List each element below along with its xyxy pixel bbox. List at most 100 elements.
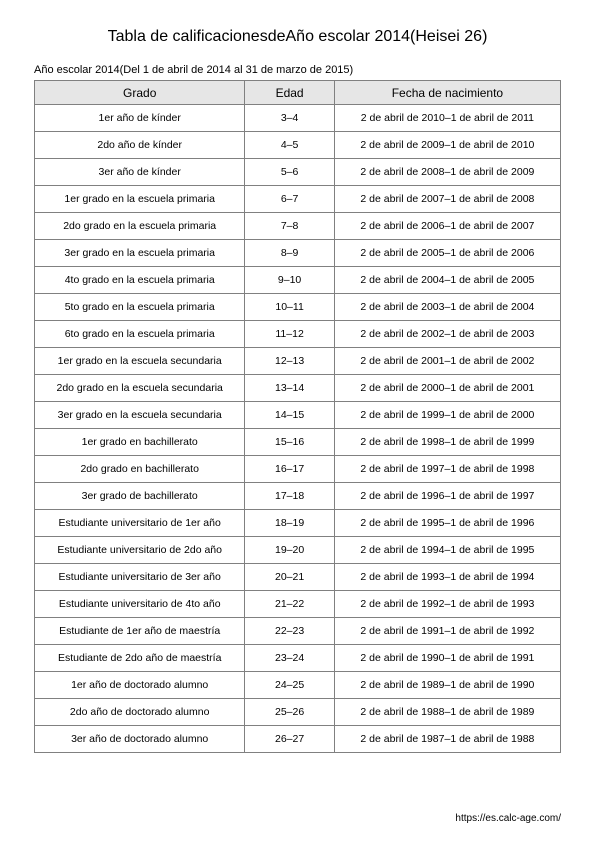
cell-birthdate: 2 de abril de 2006–1 de abril de 2007: [334, 213, 560, 240]
grade-table: Grado Edad Fecha de nacimiento 1er año d…: [34, 80, 561, 753]
cell-grade: 2do grado en la escuela secundaria: [35, 375, 245, 402]
cell-age: 13–14: [245, 375, 334, 402]
table-row: 2do grado en la escuela primaria7–82 de …: [35, 213, 561, 240]
cell-birthdate: 2 de abril de 1993–1 de abril de 1994: [334, 564, 560, 591]
table-row: Estudiante universitario de 4to año21–22…: [35, 591, 561, 618]
cell-grade: 1er año de doctorado alumno: [35, 672, 245, 699]
cell-grade: 3er grado en la escuela secundaria: [35, 402, 245, 429]
cell-age: 9–10: [245, 267, 334, 294]
cell-birthdate: 2 de abril de 2003–1 de abril de 2004: [334, 294, 560, 321]
page-title: Tabla de calificacionesdeAño escolar 201…: [34, 28, 561, 46]
cell-age: 20–21: [245, 564, 334, 591]
col-header-grade: Grado: [35, 81, 245, 105]
cell-grade: 2do año de doctorado alumno: [35, 699, 245, 726]
cell-birthdate: 2 de abril de 2004–1 de abril de 2005: [334, 267, 560, 294]
cell-birthdate: 2 de abril de 2002–1 de abril de 2003: [334, 321, 560, 348]
cell-age: 25–26: [245, 699, 334, 726]
cell-grade: 1er grado en la escuela primaria: [35, 186, 245, 213]
table-row: 2do grado en bachillerato16–172 de abril…: [35, 456, 561, 483]
cell-age: 17–18: [245, 483, 334, 510]
cell-grade: Estudiante universitario de 1er año: [35, 510, 245, 537]
cell-birthdate: 2 de abril de 1994–1 de abril de 1995: [334, 537, 560, 564]
table-row: Estudiante de 1er año de maestría22–232 …: [35, 618, 561, 645]
cell-grade: Estudiante universitario de 2do año: [35, 537, 245, 564]
cell-birthdate: 2 de abril de 2007–1 de abril de 2008: [334, 186, 560, 213]
cell-birthdate: 2 de abril de 1989–1 de abril de 1990: [334, 672, 560, 699]
cell-grade: 1er grado en la escuela secundaria: [35, 348, 245, 375]
table-row: Estudiante de 2do año de maestría23–242 …: [35, 645, 561, 672]
table-row: 1er año de doctorado alumno24–252 de abr…: [35, 672, 561, 699]
table-row: Estudiante universitario de 2do año19–20…: [35, 537, 561, 564]
cell-age: 24–25: [245, 672, 334, 699]
table-row: Estudiante universitario de 1er año18–19…: [35, 510, 561, 537]
cell-birthdate: 2 de abril de 1988–1 de abril de 1989: [334, 699, 560, 726]
table-row: 4to grado en la escuela primaria9–102 de…: [35, 267, 561, 294]
cell-age: 19–20: [245, 537, 334, 564]
cell-grade: 3er año de doctorado alumno: [35, 726, 245, 753]
table-row: 2do año de doctorado alumno25–262 de abr…: [35, 699, 561, 726]
cell-grade: 5to grado en la escuela primaria: [35, 294, 245, 321]
cell-age: 15–16: [245, 429, 334, 456]
table-row: 3er grado en la escuela secundaria14–152…: [35, 402, 561, 429]
cell-grade: 3er año de kínder: [35, 159, 245, 186]
cell-grade: Estudiante universitario de 3er año: [35, 564, 245, 591]
cell-age: 22–23: [245, 618, 334, 645]
cell-age: 6–7: [245, 186, 334, 213]
table-row: 3er grado en la escuela primaria8–92 de …: [35, 240, 561, 267]
cell-birthdate: 2 de abril de 2000–1 de abril de 2001: [334, 375, 560, 402]
cell-age: 4–5: [245, 132, 334, 159]
cell-age: 10–11: [245, 294, 334, 321]
cell-grade: 6to grado en la escuela primaria: [35, 321, 245, 348]
table-header-row: Grado Edad Fecha de nacimiento: [35, 81, 561, 105]
table-row: 1er año de kínder3–42 de abril de 2010–1…: [35, 105, 561, 132]
cell-birthdate: 2 de abril de 1996–1 de abril de 1997: [334, 483, 560, 510]
cell-birthdate: 2 de abril de 1990–1 de abril de 1991: [334, 645, 560, 672]
cell-birthdate: 2 de abril de 1992–1 de abril de 1993: [334, 591, 560, 618]
col-header-birthdate: Fecha de nacimiento: [334, 81, 560, 105]
table-row: 2do año de kínder4–52 de abril de 2009–1…: [35, 132, 561, 159]
cell-birthdate: 2 de abril de 2008–1 de abril de 2009: [334, 159, 560, 186]
cell-age: 26–27: [245, 726, 334, 753]
cell-grade: 1er grado en bachillerato: [35, 429, 245, 456]
cell-birthdate: 2 de abril de 1995–1 de abril de 1996: [334, 510, 560, 537]
cell-birthdate: 2 de abril de 1991–1 de abril de 1992: [334, 618, 560, 645]
cell-grade: Estudiante universitario de 4to año: [35, 591, 245, 618]
cell-age: 3–4: [245, 105, 334, 132]
cell-grade: 4to grado en la escuela primaria: [35, 267, 245, 294]
cell-grade: Estudiante de 1er año de maestría: [35, 618, 245, 645]
cell-birthdate: 2 de abril de 1987–1 de abril de 1988: [334, 726, 560, 753]
cell-birthdate: 2 de abril de 2001–1 de abril de 2002: [334, 348, 560, 375]
cell-birthdate: 2 de abril de 1998–1 de abril de 1999: [334, 429, 560, 456]
cell-birthdate: 2 de abril de 1997–1 de abril de 1998: [334, 456, 560, 483]
cell-grade: 2do año de kínder: [35, 132, 245, 159]
cell-birthdate: 2 de abril de 2005–1 de abril de 2006: [334, 240, 560, 267]
cell-birthdate: 2 de abril de 2009–1 de abril de 2010: [334, 132, 560, 159]
cell-age: 7–8: [245, 213, 334, 240]
table-row: 1er grado en la escuela primaria6–72 de …: [35, 186, 561, 213]
cell-age: 8–9: [245, 240, 334, 267]
cell-age: 12–13: [245, 348, 334, 375]
cell-grade: Estudiante de 2do año de maestría: [35, 645, 245, 672]
table-row: 3er año de doctorado alumno26–272 de abr…: [35, 726, 561, 753]
cell-birthdate: 2 de abril de 1999–1 de abril de 2000: [334, 402, 560, 429]
cell-grade: 2do grado en la escuela primaria: [35, 213, 245, 240]
page-container: Tabla de calificacionesdeAño escolar 201…: [0, 0, 595, 753]
table-row: 6to grado en la escuela primaria11–122 d…: [35, 321, 561, 348]
cell-age: 16–17: [245, 456, 334, 483]
cell-grade: 3er grado en la escuela primaria: [35, 240, 245, 267]
table-row: Estudiante universitario de 3er año20–21…: [35, 564, 561, 591]
cell-grade: 1er año de kínder: [35, 105, 245, 132]
cell-age: 23–24: [245, 645, 334, 672]
cell-birthdate: 2 de abril de 2010–1 de abril de 2011: [334, 105, 560, 132]
cell-grade: 3er grado de bachillerato: [35, 483, 245, 510]
table-row: 5to grado en la escuela primaria10–112 d…: [35, 294, 561, 321]
footer-url: https://es.calc-age.com/: [455, 813, 561, 824]
cell-age: 18–19: [245, 510, 334, 537]
cell-age: 21–22: [245, 591, 334, 618]
table-row: 1er grado en la escuela secundaria12–132…: [35, 348, 561, 375]
table-row: 3er grado de bachillerato17–182 de abril…: [35, 483, 561, 510]
cell-age: 11–12: [245, 321, 334, 348]
subtitle: Año escolar 2014(Del 1 de abril de 2014 …: [34, 64, 561, 76]
cell-age: 14–15: [245, 402, 334, 429]
cell-age: 5–6: [245, 159, 334, 186]
